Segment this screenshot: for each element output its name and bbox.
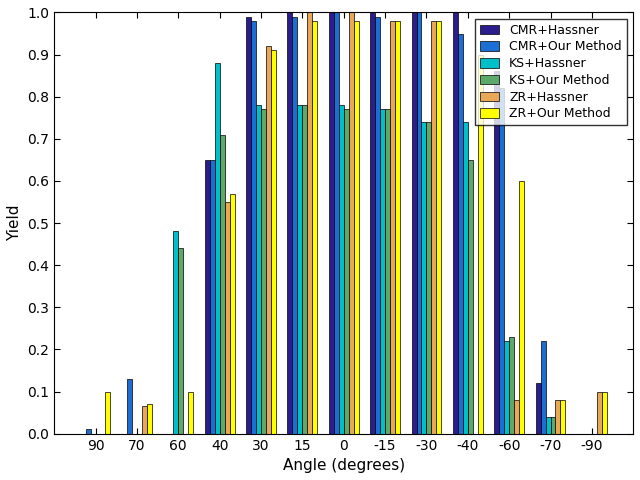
Bar (431, 21, 436, 433)
Bar (312, 21, 317, 433)
Bar (302, 105, 307, 433)
Bar (142, 406, 147, 433)
Bar (188, 392, 193, 433)
Bar (334, 12, 339, 433)
Bar (412, 12, 417, 433)
Bar (344, 109, 349, 433)
Bar (602, 392, 607, 433)
Bar (550, 417, 556, 433)
Bar (494, 72, 499, 433)
Bar (514, 400, 519, 433)
Bar (214, 63, 220, 433)
Bar (127, 379, 132, 433)
Bar (246, 17, 251, 433)
Bar (545, 417, 550, 433)
Bar (370, 12, 375, 433)
Bar (205, 160, 210, 433)
Bar (556, 400, 561, 433)
Bar (395, 21, 400, 433)
Bar (225, 202, 230, 433)
Bar (504, 341, 509, 433)
Bar (298, 105, 302, 433)
Bar (453, 12, 458, 433)
Bar (349, 12, 354, 433)
Bar (307, 12, 312, 433)
Bar (426, 122, 431, 433)
Legend: CMR+Hassner, CMR+Our Method, KS+Hassner, KS+Our Method, ZR+Hassner, ZR+Our Metho: CMR+Hassner, CMR+Our Method, KS+Hassner,… (476, 19, 627, 125)
X-axis label: Angle (degrees): Angle (degrees) (283, 458, 404, 473)
Bar (271, 50, 276, 433)
Bar (463, 122, 468, 433)
Bar (385, 109, 390, 433)
Bar (380, 109, 385, 433)
Bar (261, 109, 266, 433)
Bar (499, 88, 504, 433)
Bar (251, 21, 256, 433)
Bar (477, 55, 483, 433)
Bar (375, 17, 380, 433)
Bar (106, 392, 111, 433)
Bar (292, 17, 298, 433)
Y-axis label: Yield: Yield (7, 205, 22, 241)
Bar (339, 105, 344, 433)
Bar (329, 12, 334, 433)
Bar (287, 12, 292, 433)
Bar (541, 341, 545, 433)
Bar (597, 392, 602, 433)
Bar (230, 193, 234, 433)
Bar (256, 105, 261, 433)
Bar (417, 12, 422, 433)
Bar (458, 34, 463, 433)
Bar (86, 430, 91, 433)
Bar (390, 21, 395, 433)
Bar (509, 337, 514, 433)
Bar (519, 181, 524, 433)
Bar (147, 404, 152, 433)
Bar (179, 248, 183, 433)
Bar (436, 21, 442, 433)
Bar (173, 231, 179, 433)
Bar (422, 122, 426, 433)
Bar (561, 400, 565, 433)
Bar (536, 383, 541, 433)
Bar (354, 21, 358, 433)
Bar (266, 46, 271, 433)
Bar (210, 160, 214, 433)
Bar (468, 160, 473, 433)
Bar (220, 134, 225, 433)
